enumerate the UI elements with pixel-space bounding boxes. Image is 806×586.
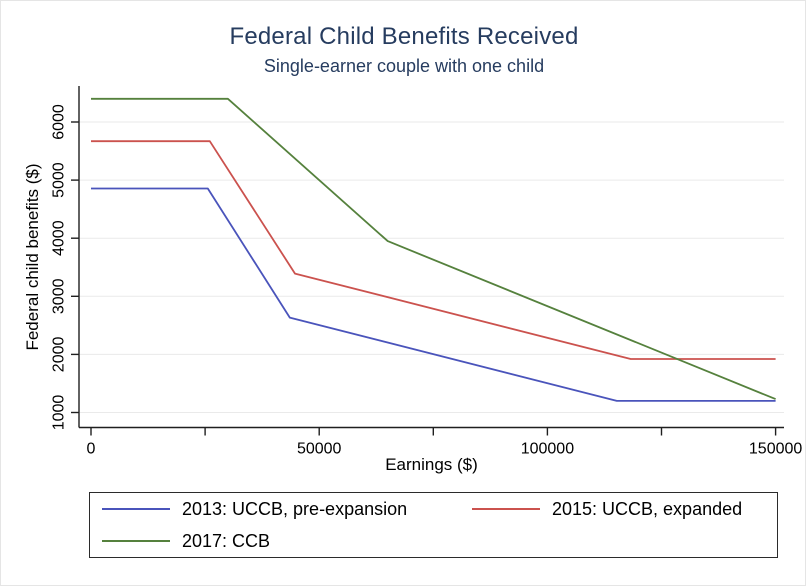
y-axis-title: Federal child benefits ($) xyxy=(23,163,42,351)
series-line-2 xyxy=(91,97,776,400)
y-tick-label: 3000 xyxy=(51,278,68,314)
y-tick-label: 2000 xyxy=(51,337,68,373)
x-tick-label: 100000 xyxy=(521,441,574,458)
legend-line-swatch-2013 xyxy=(102,508,170,510)
chart-title: Federal Child Benefits Received xyxy=(229,23,579,50)
legend-line-swatch-2017 xyxy=(102,540,170,542)
x-tick-label: 50000 xyxy=(297,441,342,458)
series-line-0 xyxy=(91,187,776,402)
legend-label-2015: 2015: UCCB, expanded xyxy=(552,498,743,519)
y-tick-label: 5000 xyxy=(51,162,68,198)
legend-label-2013: 2013: UCCB, pre-expansion xyxy=(182,498,408,519)
legend-line-swatch-2015 xyxy=(472,508,540,510)
legend-item-2017: 2017: CCB xyxy=(90,531,472,552)
x-axis-title: Earnings ($) xyxy=(385,455,478,474)
x-tick-label: 150000 xyxy=(749,441,802,458)
series-line-1 xyxy=(91,140,776,360)
legend: 2013: UCCB, pre-expansion 2015: UCCB, ex… xyxy=(89,492,778,558)
y-tick-label: 1000 xyxy=(51,395,68,431)
legend-item-2013: 2013: UCCB, pre-expansion xyxy=(90,499,472,520)
y-tick-label: 6000 xyxy=(51,104,68,140)
y-tick-label: 4000 xyxy=(51,220,68,256)
legend-label-2017: 2017: CCB xyxy=(182,530,271,551)
legend-item-2015: 2015: UCCB, expanded xyxy=(472,499,777,520)
x-tick-label: 0 xyxy=(87,441,96,458)
chart-subtitle: Single-earner couple with one child xyxy=(263,56,545,76)
